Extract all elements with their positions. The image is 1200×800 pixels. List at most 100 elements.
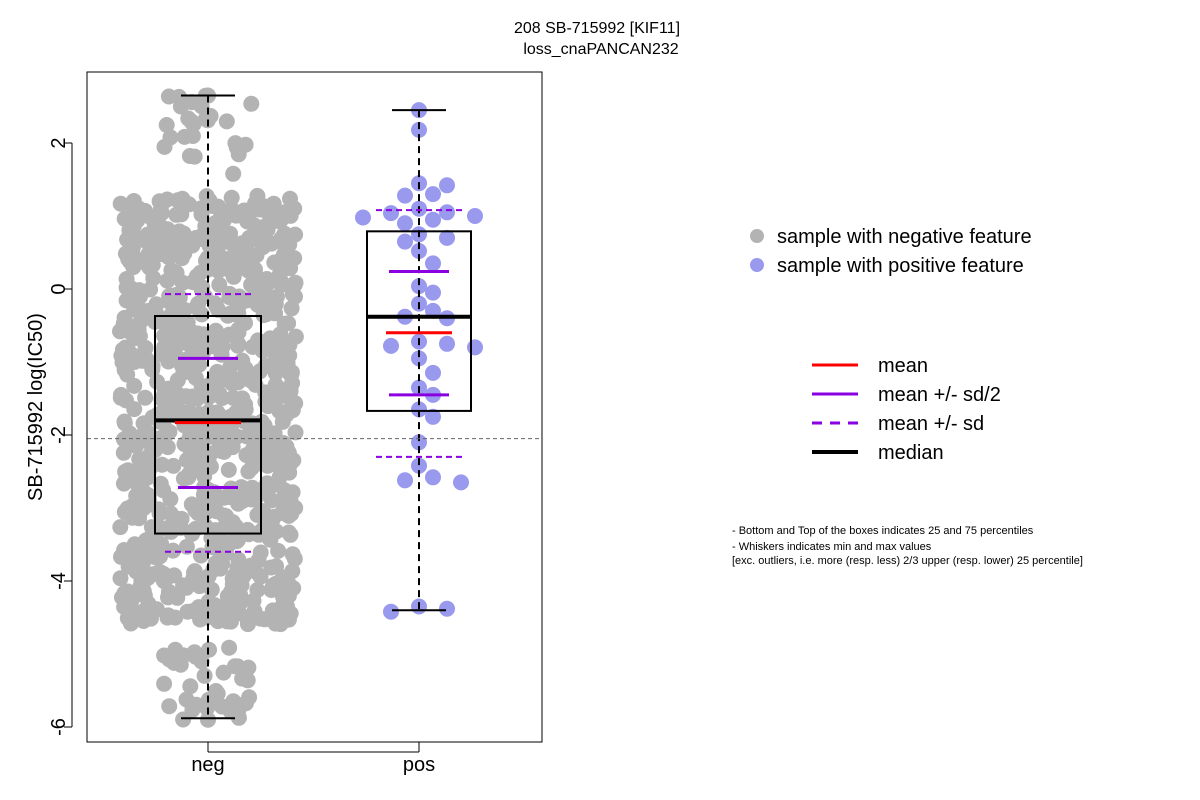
neg-point (224, 375, 241, 392)
neg-point (238, 609, 255, 626)
neg-point (123, 229, 139, 246)
neg-point (270, 542, 287, 559)
neg-point (112, 570, 129, 587)
neg-point (222, 534, 239, 551)
neg-point (206, 235, 223, 252)
neg-point (284, 546, 301, 563)
neg-point (183, 496, 200, 513)
neg-point (140, 569, 156, 586)
pos-point (439, 229, 455, 246)
neg-point (233, 479, 250, 496)
neg-point (259, 528, 276, 545)
pos-point (383, 205, 399, 222)
neg-point (114, 388, 131, 405)
pos-point (411, 121, 427, 138)
neg-point (158, 117, 175, 133)
neg-point (118, 463, 135, 480)
pos-points-group (355, 102, 483, 620)
neg-point (125, 215, 142, 232)
pos-point (383, 337, 399, 354)
legend-line-label: mean (878, 355, 928, 377)
title-line-2: loss_cnaPANCAN232 (523, 41, 678, 58)
neg-point (156, 675, 173, 692)
neg-point (222, 610, 238, 627)
pos-point (411, 350, 427, 367)
neg-point (263, 559, 280, 576)
neg-point (274, 597, 291, 614)
neg-point (155, 565, 172, 582)
pos-point (397, 233, 413, 250)
neg-point (126, 536, 143, 553)
neg-point (193, 653, 210, 670)
neg-point (175, 711, 192, 728)
neg-point (284, 484, 301, 501)
neg-point (183, 113, 200, 130)
neg-point (279, 355, 296, 372)
neg-point (131, 200, 148, 217)
pos-point (411, 457, 427, 474)
neg-point (249, 192, 266, 209)
note-line-1: - Bottom and Top of the boxes indicates … (732, 525, 1034, 537)
neg-point (180, 196, 197, 213)
neg-point (231, 288, 248, 305)
neg-point (234, 352, 251, 369)
neg-point (171, 247, 188, 264)
neg-point (202, 495, 219, 512)
neg-point (158, 234, 175, 251)
neg-point (175, 364, 192, 381)
neg-point (196, 696, 213, 713)
chart-overlay (87, 94, 542, 720)
neg-point (218, 113, 235, 130)
neg-point (252, 568, 269, 585)
note-line-3: [exc. outliers, i.e. more (resp. less) 2… (732, 555, 1083, 567)
neg-point (281, 236, 298, 253)
neg-point (167, 641, 184, 658)
neg-point (134, 585, 151, 602)
neg-point (236, 202, 253, 219)
neg-point (118, 271, 135, 287)
neg-point (282, 455, 299, 472)
neg-point (250, 552, 267, 569)
neg-point (200, 481, 217, 498)
neg-point (245, 592, 262, 609)
neg-point (210, 198, 227, 215)
pos-point (425, 364, 441, 381)
pos-point (355, 209, 371, 226)
y-axis-label: SB-715992 log(IC50) (25, 313, 47, 501)
legend-line-label: mean +/- sd (878, 413, 984, 435)
neg-point (271, 469, 288, 485)
neg-point (139, 601, 155, 618)
pos-point (397, 215, 413, 232)
neg-point (287, 395, 304, 412)
neg-point (267, 615, 284, 632)
neg-point (169, 405, 186, 422)
neg-point (259, 457, 276, 474)
neg-point (225, 268, 242, 285)
neg-point (210, 541, 227, 558)
neg-point (220, 461, 237, 478)
neg-point (283, 505, 300, 522)
neg-point (276, 315, 293, 332)
neg-point (225, 165, 242, 182)
neg-point (112, 519, 129, 536)
neg-point (126, 377, 143, 394)
neg-point (225, 389, 242, 406)
y-tick-label: 0 (48, 283, 70, 294)
neg-point (230, 146, 247, 163)
neg-point (156, 138, 173, 155)
pos-point (411, 243, 427, 259)
neg-point (240, 659, 257, 676)
neg-points-group (112, 87, 304, 728)
neg-point (222, 305, 239, 322)
neg-point (243, 95, 260, 112)
neg-point (171, 88, 187, 105)
neg-point (252, 610, 269, 627)
legend-line-label: median (878, 442, 944, 464)
neg-point (234, 235, 251, 252)
neg-point (254, 239, 271, 256)
neg-point (168, 520, 185, 537)
neg-point (141, 452, 158, 468)
neg-point (160, 607, 177, 624)
neg-point (224, 326, 241, 343)
